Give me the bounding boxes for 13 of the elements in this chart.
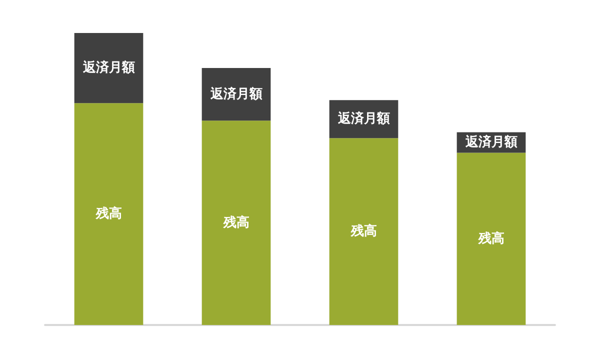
text: 返済月額 bbox=[210, 86, 262, 102]
text: 残高 bbox=[96, 206, 122, 222]
series-label: 残高 bbox=[477, 230, 504, 246]
bar bbox=[74, 33, 144, 104]
bar bbox=[329, 138, 398, 325]
text: 残高 bbox=[350, 224, 377, 240]
bar bbox=[202, 120, 271, 325]
series-label: 返済月額 bbox=[464, 134, 518, 150]
text: 残高 bbox=[223, 215, 250, 230]
bar bbox=[74, 103, 144, 325]
bar bbox=[456, 152, 526, 325]
text: 返済月額 bbox=[338, 112, 390, 127]
text: 返済月額 bbox=[82, 60, 135, 76]
